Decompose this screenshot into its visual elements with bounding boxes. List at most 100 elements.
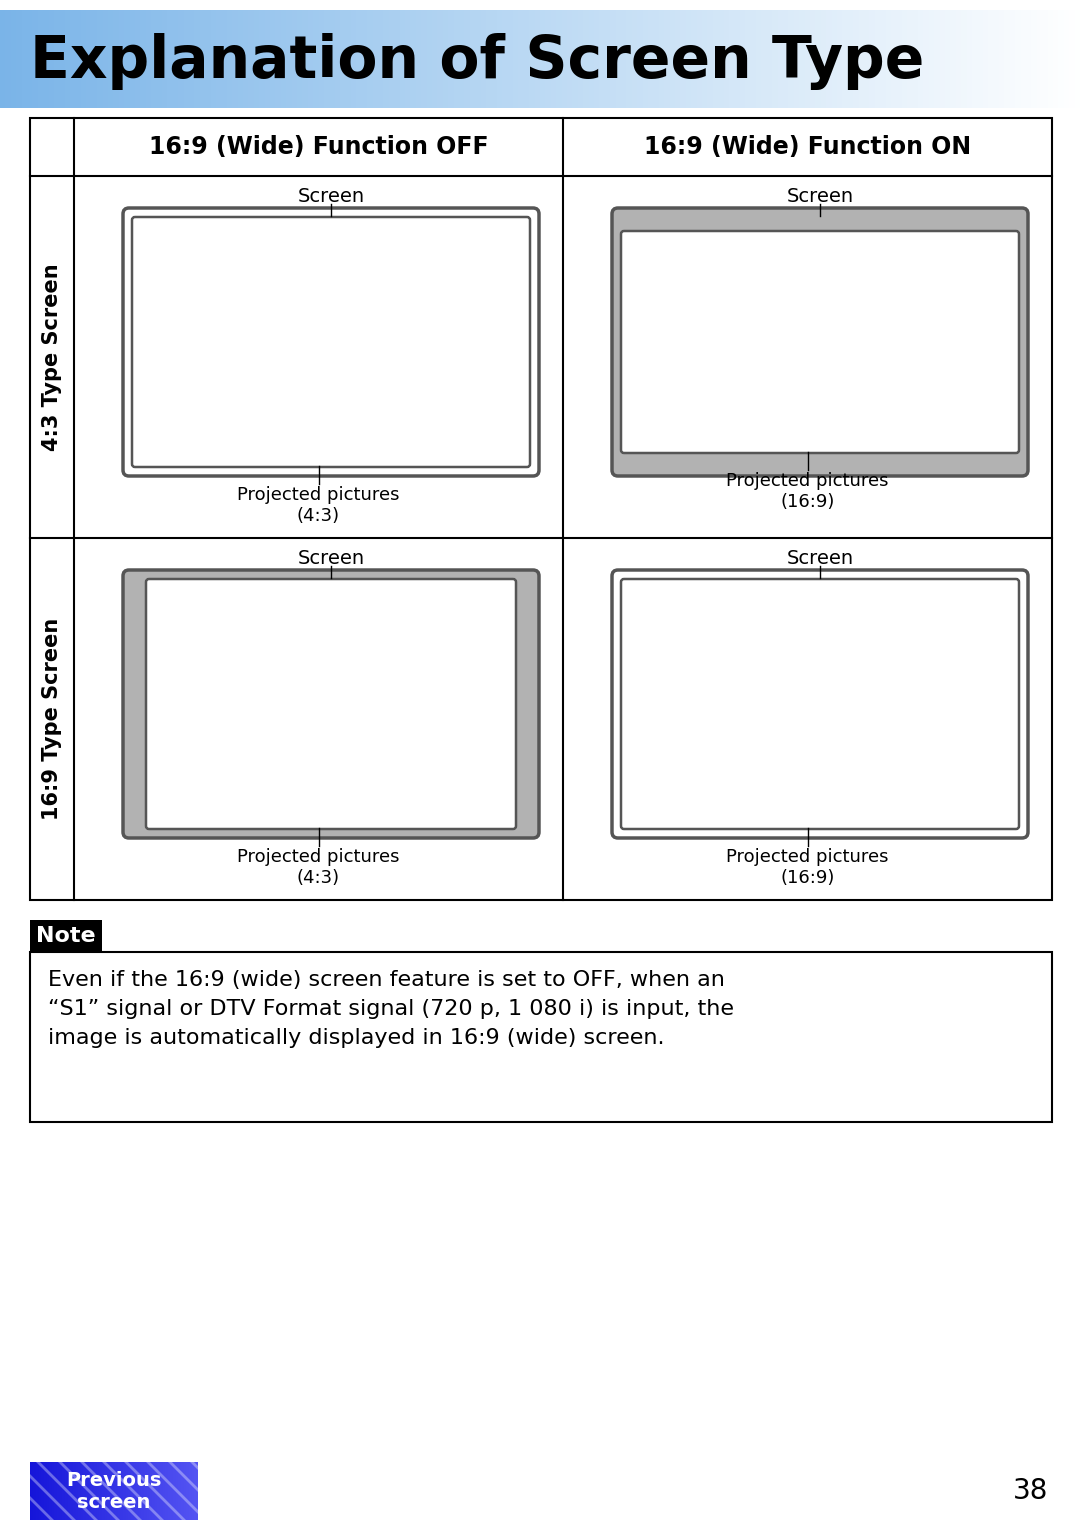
Bar [340,11,346,109]
Bar [697,11,702,109]
Bar [454,11,459,109]
Bar [65,11,70,109]
Bar [869,11,875,109]
Bar [356,11,362,109]
Bar [772,11,778,109]
Bar [783,11,788,109]
Bar [394,11,400,109]
Bar [567,11,572,109]
Bar [907,11,913,109]
Text: Even if the 16:9 (wide) screen feature is set to OFF, when an
“S1” signal or DTV: Even if the 16:9 (wide) screen feature i… [48,969,734,1047]
FancyBboxPatch shape [612,570,1028,838]
Text: 4:3 Type Screen: 4:3 Type Screen [42,263,62,451]
Bar [513,11,518,109]
Bar [22,11,27,109]
Bar [1064,11,1069,109]
Bar [38,11,43,109]
Text: Screen: Screen [297,187,365,205]
Bar [329,11,335,109]
Text: Projected pictures
(16:9): Projected pictures (16:9) [726,472,889,511]
Text: Screen: Screen [786,187,853,205]
FancyBboxPatch shape [612,208,1028,476]
Bar [248,11,254,109]
Bar [443,11,448,109]
Bar [265,11,270,109]
Bar [810,11,815,109]
Bar [140,11,146,109]
Bar [956,11,961,109]
Bar [346,11,351,109]
Text: Screen: Screen [297,549,365,567]
Bar [81,11,86,109]
Text: Projected pictures
(4:3): Projected pictures (4:3) [238,849,400,887]
Bar [734,11,740,109]
Bar [205,11,211,109]
Bar [648,11,653,109]
Bar [475,11,481,109]
Text: Explanation of Screen Type: Explanation of Screen Type [30,32,924,90]
Bar [977,11,983,109]
Bar [745,11,751,109]
Bar [589,11,594,109]
Bar [30,920,102,953]
Bar [335,11,340,109]
Bar [497,11,502,109]
Bar [286,11,292,109]
Bar [389,11,394,109]
Bar [659,11,664,109]
Bar [751,11,756,109]
Bar [821,11,826,109]
Bar [32,11,38,109]
Bar [76,11,81,109]
Bar [157,11,162,109]
Bar [1031,11,1037,109]
Bar [621,11,626,109]
Text: Previous
screen: Previous screen [66,1471,162,1512]
Bar [643,11,648,109]
Bar [297,11,302,109]
Bar [108,11,113,109]
Bar [713,11,718,109]
Bar [983,11,988,109]
Bar [0,11,5,109]
Bar [972,11,977,109]
Bar [999,11,1004,109]
FancyBboxPatch shape [621,231,1020,453]
Text: 38: 38 [1013,1477,1048,1505]
Text: Screen: Screen [786,549,853,567]
Bar [113,11,119,109]
Bar [216,11,221,109]
Bar [988,11,994,109]
Bar [599,11,605,109]
Bar [837,11,842,109]
Bar [162,11,167,109]
Bar [502,11,508,109]
Bar [756,11,761,109]
Bar [189,11,194,109]
Bar [211,11,216,109]
Bar [805,11,810,109]
Bar [319,11,324,109]
Bar [848,11,853,109]
Bar [378,11,383,109]
Bar [292,11,297,109]
Bar [410,11,416,109]
Bar [707,11,713,109]
Bar [950,11,956,109]
Bar [30,953,1052,1122]
Bar [508,11,513,109]
Bar [967,11,972,109]
Bar [1010,11,1015,109]
Bar [373,11,378,109]
Bar [518,11,524,109]
Bar [913,11,918,109]
Bar [859,11,864,109]
Bar [632,11,637,109]
Bar [691,11,697,109]
Bar [313,11,319,109]
Bar [886,11,891,109]
Bar [529,11,535,109]
FancyBboxPatch shape [123,570,539,838]
Bar [146,11,151,109]
Bar [637,11,643,109]
